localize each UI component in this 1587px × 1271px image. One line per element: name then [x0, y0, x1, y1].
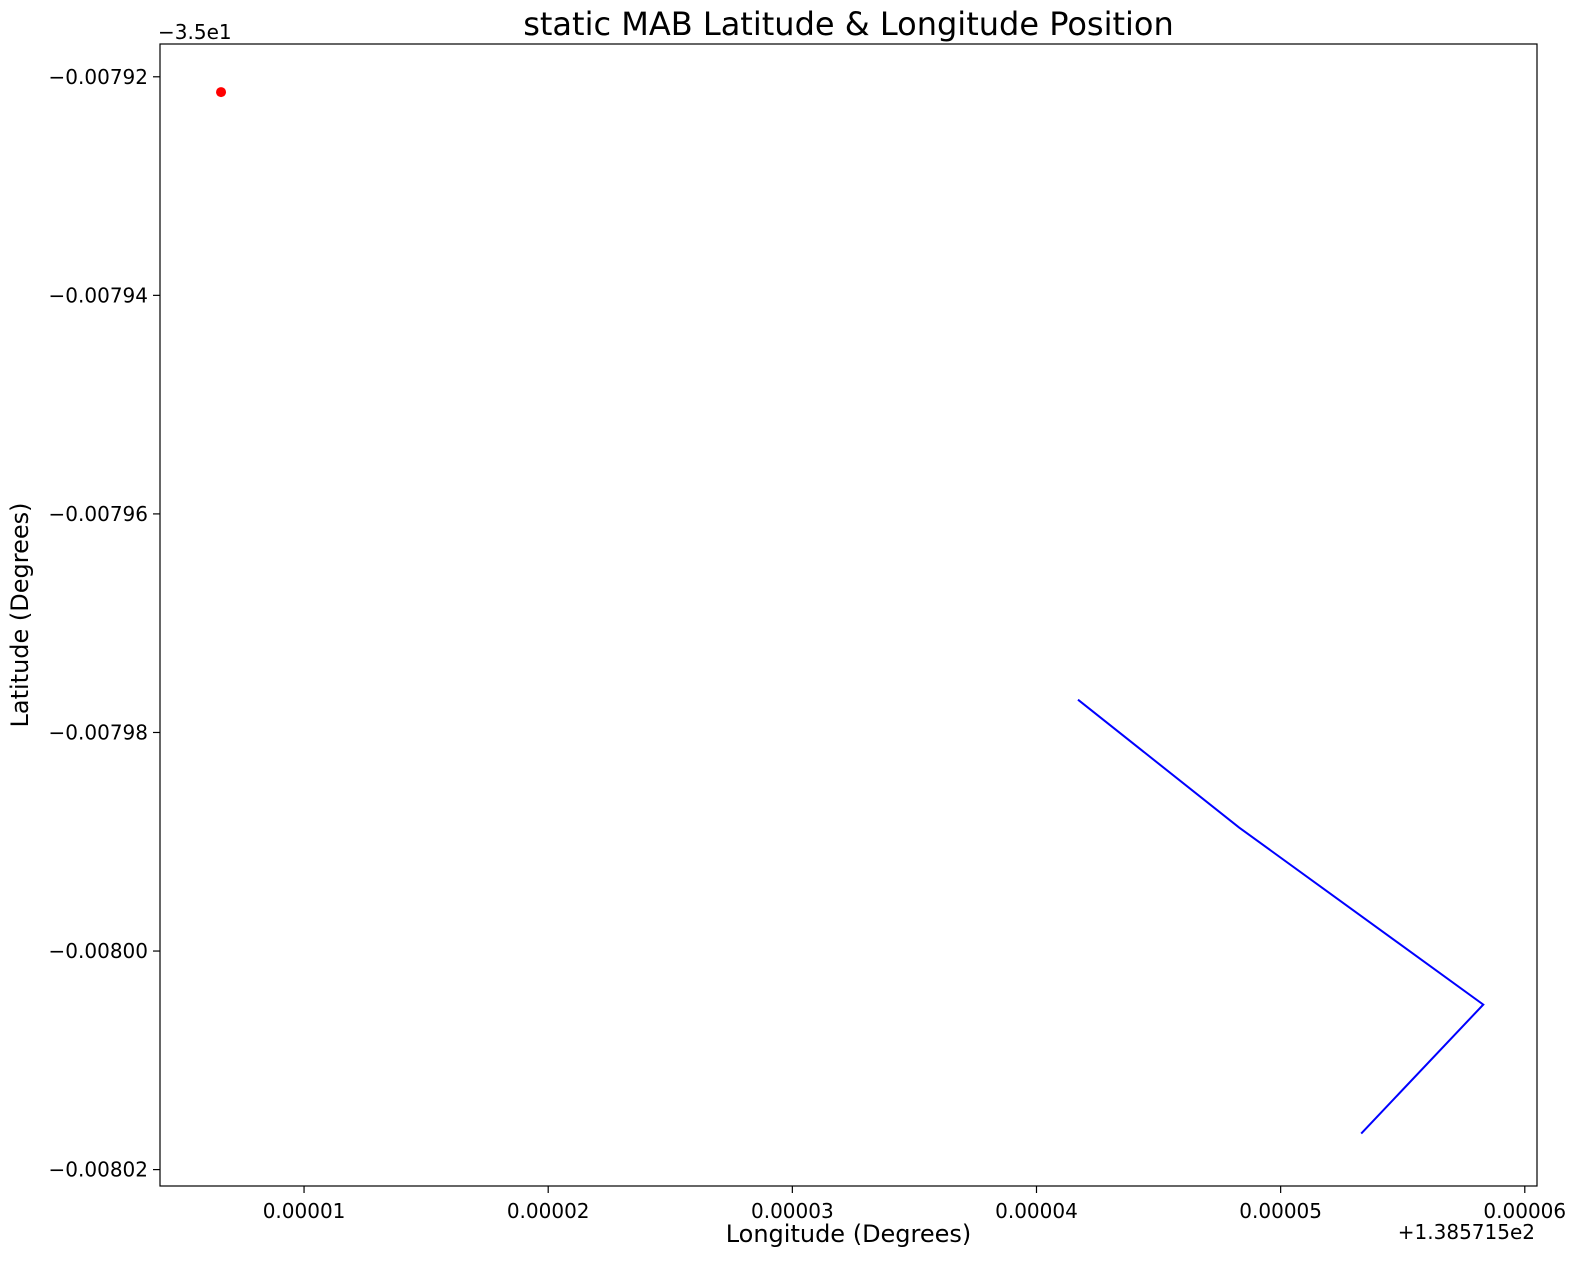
x-offset-label: +1.385715e2 [1398, 1220, 1535, 1244]
y-tick-label: −0.00794 [49, 283, 148, 307]
chart-title: static MAB Latitude & Longitude Position [523, 5, 1174, 43]
x-tick-label: 0.00002 [507, 1199, 590, 1223]
y-tick-label: −0.00802 [49, 1158, 148, 1182]
y-axis-title: Latitude (Degrees) [6, 503, 34, 728]
plot-frame [159, 43, 1538, 1187]
y-tick-label: −0.00800 [49, 939, 148, 963]
x-axis: 0.00001 0.00002 0.00003 0.00004 0.00005 0.000… [263, 1186, 1566, 1223]
x-tick-label: 0.00001 [263, 1199, 346, 1223]
y-tick-label: −0.00792 [49, 65, 148, 89]
x-tick-label: 0.00006 [1483, 1199, 1566, 1223]
y-axis: −0.00792 −0.00794 −0.00796 −0.00798 −0.00800… [49, 65, 160, 1182]
x-tick-label: 0.00004 [995, 1199, 1078, 1223]
trajectory-line [1077, 698, 1485, 1135]
x-axis-title: Longitude (Degrees) [726, 1220, 972, 1248]
y-tick-label: −0.00798 [49, 720, 148, 744]
x-tick-label: 0.00003 [751, 1199, 834, 1223]
series-layer [216, 87, 1485, 1135]
y-tick-label: −0.00796 [49, 502, 148, 526]
x-tick-label: 0.00005 [1239, 1199, 1322, 1223]
position-point [216, 87, 227, 98]
y-offset-label: −3.5e1 [158, 20, 232, 44]
